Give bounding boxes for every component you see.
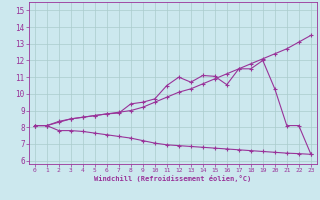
X-axis label: Windchill (Refroidissement éolien,°C): Windchill (Refroidissement éolien,°C)	[94, 175, 252, 182]
